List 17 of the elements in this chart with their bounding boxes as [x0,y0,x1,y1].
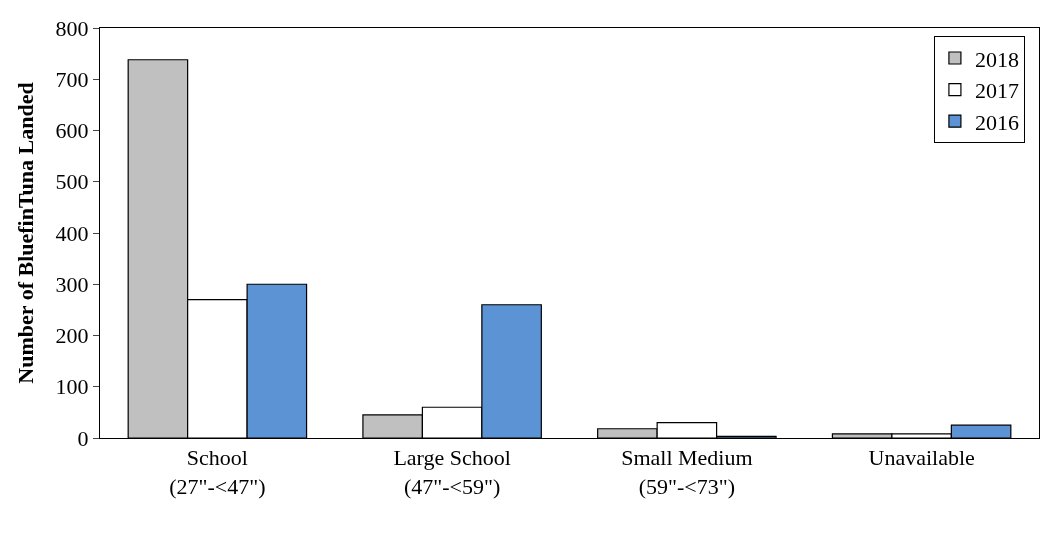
x-tick-label: Unavailable [868,445,975,471]
y-tick-label: 500 [55,169,89,195]
legend-label: 2018 [974,46,1019,72]
y-axis-title: Number of BluefinTuna Landed [13,82,39,384]
y-tick-label: 0 [77,425,89,451]
y-tick-label: 200 [55,323,89,349]
y-tick-label: 300 [55,271,89,297]
y-tick-label: 800 [55,15,89,41]
x-tick-label: School (27"-<47") [169,445,266,499]
y-tick-label: 700 [55,66,89,92]
x-tick-label: Large School (47"-<59") [393,445,511,499]
legend-label: 2017 [974,78,1019,104]
y-tick-label: 400 [55,220,89,246]
y-tick-label: 600 [55,118,89,144]
x-tick-label: Small Medium (59"-<73") [621,445,753,499]
legend-label: 2016 [974,109,1019,135]
y-tick-label: 100 [55,374,89,400]
